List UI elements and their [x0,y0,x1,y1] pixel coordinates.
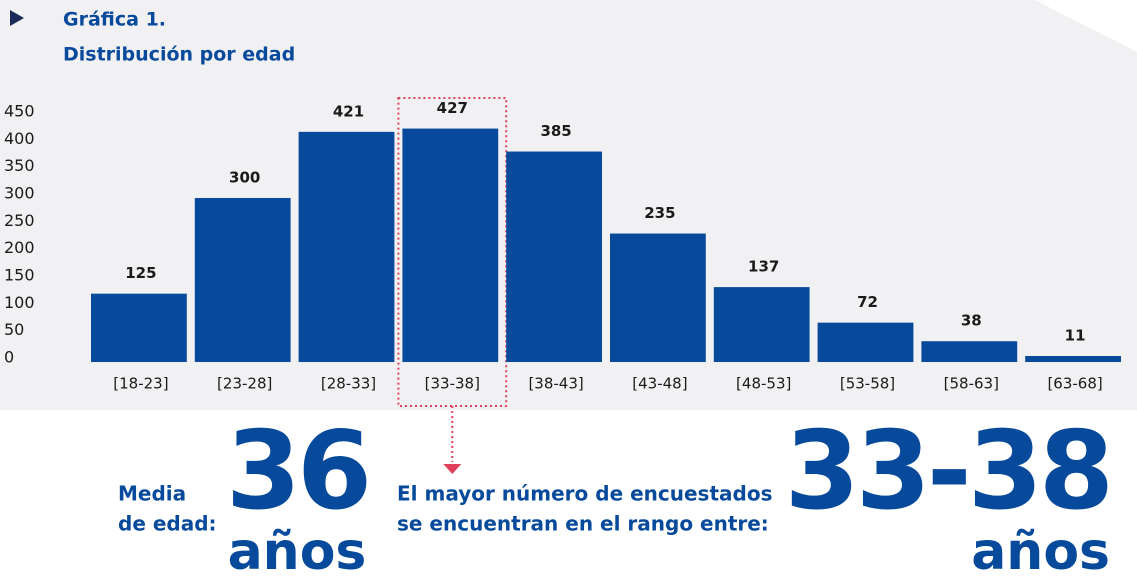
y-tick-label: 200 [4,238,35,257]
value-label: 72 [857,293,878,311]
bar [817,322,914,362]
x-tick-label: [23-28] [217,375,272,393]
x-tick-label: [33-38] [425,375,480,393]
mean-value: 36 [226,409,368,534]
bar [1025,355,1121,362]
value-label: 427 [437,99,468,117]
y-tick-label: 100 [4,293,35,312]
y-tick-label: 400 [4,129,35,148]
x-tick-label: [38-43] [528,375,583,393]
bar [610,233,706,362]
bar [402,128,499,362]
chart-title: Gráfica 1. [63,9,166,31]
y-tick-label: 50 [4,320,24,339]
chart-subtitle: Distribución por edad [63,44,295,66]
mean-label: de edad: [118,512,217,536]
title-marker [10,10,24,26]
bar [194,198,291,362]
mean-label: Media [118,482,186,506]
value-label: 235 [644,204,675,222]
x-tick-label: [43-48] [632,375,687,393]
y-tick-label: 150 [4,266,35,285]
bar [713,287,810,362]
value-label: 300 [229,169,260,187]
y-tick-label: 250 [4,211,35,230]
y-tick-label: 450 [4,102,35,121]
bar [506,151,602,362]
chart: 0 50 100 150 200 250 300 350 400 450 [18-23] 125 [23… [4,97,1121,474]
range-label: El mayor número de encuestados [397,482,772,506]
x-tick-label: [28-33] [321,375,376,393]
value-label: 137 [748,258,779,276]
range-value: 33-38 [785,409,1110,534]
y-tick-label: 0 [4,348,14,367]
x-tick-label: [58-63] [944,375,999,393]
value-label: 385 [540,122,571,140]
y-tick-label: 350 [4,156,35,175]
y-tick-label: 300 [4,184,35,203]
x-tick-label: [18-23] [113,375,168,393]
value-label: 421 [333,102,364,120]
bar [921,341,1018,362]
range-label: se encuentran en el rango entre: [397,512,769,536]
bar [298,131,395,362]
x-tick-label: [63-68] [1047,375,1102,393]
value-label: 125 [125,264,156,282]
bar [91,293,187,362]
value-label: 38 [961,312,982,330]
x-tick-label: [48-53] [736,375,791,393]
mean-unit: años [228,522,367,582]
value-label: 11 [1065,326,1086,344]
range-unit: años [971,522,1110,582]
x-tick-label: [53-58] [840,375,895,393]
arrow-head [443,464,462,474]
